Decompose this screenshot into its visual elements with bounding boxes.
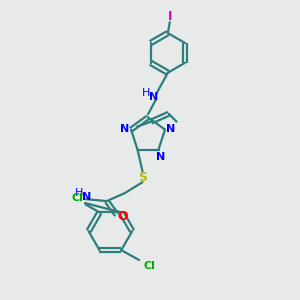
Text: S: S	[138, 171, 147, 184]
Text: I: I	[168, 10, 172, 23]
Text: O: O	[117, 210, 128, 224]
Text: Cl: Cl	[143, 261, 155, 271]
Text: N: N	[156, 152, 165, 161]
Text: N: N	[121, 124, 130, 134]
Text: Cl: Cl	[72, 194, 84, 203]
Text: N: N	[149, 92, 159, 101]
Text: H: H	[142, 88, 150, 98]
Text: N: N	[166, 124, 176, 134]
Text: N: N	[82, 192, 91, 202]
Text: H: H	[75, 188, 83, 198]
